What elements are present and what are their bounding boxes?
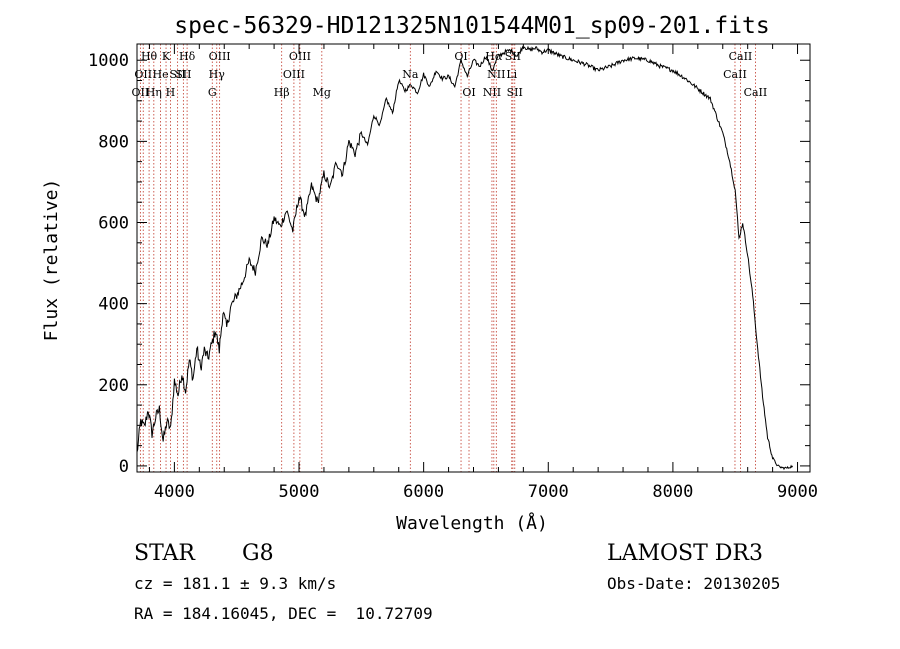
spectral-line-label: CaII — [723, 68, 747, 81]
x-axis-ticks: 4000 5000 6000 7000 8000 9000 — [148, 44, 818, 502]
y-tick-label: 800 — [98, 132, 129, 152]
spectral-line-label: OIII — [283, 68, 305, 81]
spectral-line-label: Hα — [485, 50, 503, 63]
y-tick-label: 400 — [98, 295, 129, 315]
spectrum-series-line — [136, 45, 794, 471]
spectral-line-markers — [139, 44, 756, 472]
spectral-line-label: CaII — [729, 50, 753, 63]
y-tick-label: 200 — [98, 376, 129, 396]
x-tick-label: 9000 — [777, 482, 818, 502]
spectral-line-label: OI — [462, 86, 475, 99]
spectral-line-label: Li — [506, 68, 517, 81]
spectral-line-label: G — [208, 86, 217, 99]
coordinates: RA = 184.16045, DEC = 10.72709 — [134, 604, 433, 623]
spectral-line-label: CaII — [744, 86, 768, 99]
plot-frame — [136, 43, 811, 473]
object-type: STAR — [134, 541, 196, 566]
spectral-line-label: NII — [487, 68, 505, 81]
spectral-line-label: OII — [132, 86, 150, 99]
spectral-line-label: Mg — [313, 86, 331, 99]
spectral-line-label: Hβ — [274, 86, 290, 99]
spectral-line-label: OII — [134, 68, 152, 81]
y-tick-label: 1000 — [88, 51, 129, 71]
x-tick-label: 6000 — [403, 482, 444, 502]
y-tick-label: 600 — [98, 214, 129, 234]
y-axis-ticks: 0 200 400 600 800 1000 — [88, 51, 810, 477]
x-tick-label: 4000 — [154, 482, 195, 502]
redshift-cz: cz = 181.1 ± 9.3 km/s — [134, 574, 336, 593]
spectral-line-label: K — [162, 50, 171, 63]
spectral-line-label: NII — [483, 86, 501, 99]
spectral-line-label: Na — [402, 68, 419, 81]
x-tick-label: 7000 — [528, 482, 569, 502]
spectral-line-label: Hγ — [209, 68, 226, 81]
object-subclass: G8 — [242, 541, 274, 566]
spectral-line-label: H — [166, 86, 176, 99]
spectral-line-label: SII — [505, 50, 521, 63]
x-tick-label: 5000 — [279, 482, 320, 502]
chart-title: spec-56329-HD121325N101544M01_sp09-201.f… — [174, 13, 769, 39]
spectral-line-label: Hθ — [141, 50, 158, 63]
spectral-line-label: OIII — [289, 50, 311, 63]
observation-date: Obs-Date: 20130205 — [607, 574, 780, 593]
spectral-line-labels: OIIOIIHθHηHeKHSIISIIHδGHγOIIIHβOIIIOIIIM… — [132, 50, 768, 99]
spectral-line-label: He — [153, 68, 169, 81]
spectral-line-label: Hη — [146, 86, 162, 99]
spectral-line-label: SII — [507, 86, 523, 99]
x-tick-label: 8000 — [652, 482, 693, 502]
survey-name: LAMOST DR3 — [607, 541, 763, 566]
spectral-line-label: OIII — [209, 50, 231, 63]
spectral-line-label: Hδ — [179, 50, 196, 63]
y-axis-label: Flux (relative) — [41, 179, 62, 342]
y-tick-label: 0 — [119, 457, 129, 477]
x-axis-label: Wavelength (Å) — [396, 512, 548, 534]
spectral-line-label: SII — [170, 68, 186, 81]
spectral-line-label: SII — [175, 68, 191, 81]
spectral-line-label: OI — [454, 50, 467, 63]
